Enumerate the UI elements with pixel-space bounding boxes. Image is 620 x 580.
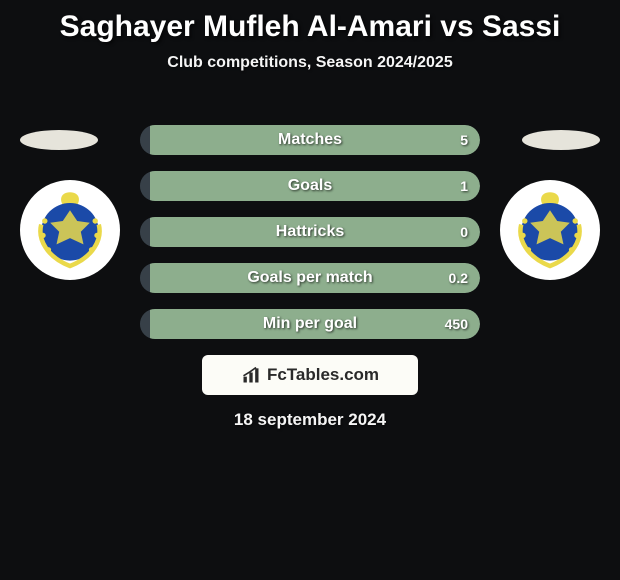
stat-value-right: 1 <box>460 178 468 194</box>
bar-chart-icon <box>241 365 261 385</box>
stat-value-right: 0 <box>460 224 468 240</box>
stat-value-right: 450 <box>445 316 468 332</box>
stat-fill-left <box>140 217 150 247</box>
stat-label: Goals per match <box>247 269 372 287</box>
page-title: Saghayer Mufleh Al-Amari vs Sassi <box>0 0 620 44</box>
stat-rows: Matches 5 Goals 1 Hattricks 0 Goals per match 0… <box>140 125 480 355</box>
club-crest-left-icon <box>25 185 115 275</box>
date-text: 18 september 2024 <box>234 410 386 430</box>
stat-fill-left <box>140 125 150 155</box>
stat-row: Hattricks 0 <box>140 217 480 247</box>
stat-fill-left <box>140 309 150 339</box>
stat-row: Matches 5 <box>140 125 480 155</box>
stat-value-right: 0.2 <box>449 270 468 286</box>
player-right-ellipse <box>522 130 600 150</box>
comparison-card: Saghayer Mufleh Al-Amari vs Sassi Club c… <box>0 0 620 580</box>
stat-row: Goals per match 0.2 <box>140 263 480 293</box>
stat-row: Min per goal 450 <box>140 309 480 339</box>
stat-label: Hattricks <box>276 223 344 241</box>
brand-text: FcTables.com <box>267 365 379 385</box>
player-right-club-badge <box>500 180 600 280</box>
player-left-ellipse <box>20 130 98 150</box>
stat-label: Goals <box>288 177 332 195</box>
brand-box[interactable]: FcTables.com <box>202 355 418 395</box>
stat-fill-left <box>140 263 150 293</box>
stat-fill-left <box>140 171 150 201</box>
stat-value-right: 5 <box>460 132 468 148</box>
club-crest-right-icon <box>505 185 595 275</box>
stat-row: Goals 1 <box>140 171 480 201</box>
subtitle: Club competitions, Season 2024/2025 <box>0 54 620 72</box>
stat-label: Min per goal <box>263 315 357 333</box>
player-left-club-badge <box>20 180 120 280</box>
stat-label: Matches <box>278 131 342 149</box>
